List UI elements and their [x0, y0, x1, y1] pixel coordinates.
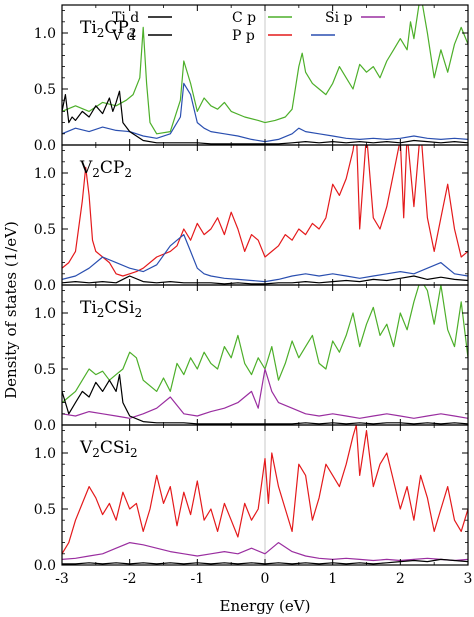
panel-2: 0.0 0.5 1.0 V2CP2 — [34, 144, 469, 294]
legend-entry: P p — [232, 28, 292, 44]
y-tick-label: 0.0 — [34, 138, 56, 154]
y-tick-label: 0.0 — [34, 418, 56, 434]
y-tick-label: 1.0 — [34, 306, 56, 322]
y-tick-label: 0.0 — [34, 278, 56, 294]
y-tick-label: 1.0 — [34, 26, 56, 42]
panel-title: Ti2CP2 — [80, 18, 137, 40]
x-tick-label: 2 — [396, 571, 405, 587]
panel-title: V2CSi2 — [79, 438, 138, 460]
dos-curve-2-2 — [62, 234, 468, 283]
dos-curve-1-1 — [62, 5, 468, 135]
x-tick-label: 0 — [261, 571, 270, 587]
y-tick-label: 1.0 — [34, 446, 56, 462]
legend-entry: Si p — [325, 10, 385, 26]
panel-title: V2CP2 — [79, 158, 132, 180]
panel-4: 0.0 0.5 1.0 V2CSi2 -3 -2 -1 0 1 2 3 — [34, 424, 473, 587]
dos-curve-3-2 — [62, 368, 468, 419]
legend-label: V d — [111, 28, 136, 44]
dos-curve-4-1 — [62, 425, 468, 555]
dos-curve-3-3 — [62, 374, 468, 425]
y-tick-label: 0.5 — [34, 362, 56, 378]
legend-label: P p — [232, 28, 255, 44]
legend-entry: Ti d — [112, 10, 172, 26]
x-axis-label: Energy (eV) — [220, 597, 311, 615]
dos-curve-2-1 — [62, 145, 468, 277]
legend-label: Ti d — [112, 10, 139, 26]
y-tick-label: 0.5 — [34, 502, 56, 518]
legend-entry: V d — [111, 28, 172, 44]
y-axis-label: Density of states (1/eV) — [2, 221, 20, 399]
legend-label: C p — [232, 10, 256, 26]
y-tick-label: 0.5 — [34, 222, 56, 238]
x-tick-label: -2 — [123, 571, 137, 587]
legend: Ti d C p Si p V d P p — [111, 10, 385, 44]
dos-curve-3-1 — [62, 285, 468, 404]
dos-curve-1-2 — [62, 82, 468, 143]
x-tick-label: 3 — [464, 571, 473, 587]
panel-title: Ti2CSi2 — [80, 298, 142, 320]
legend-entry: C p — [232, 10, 292, 26]
x-tick-label: -1 — [191, 571, 205, 587]
x-tick-label: 1 — [328, 571, 337, 587]
panels-group: 0.0 0.5 1.0 Ti2CP2 0.0 0.5 1.0 V2CP2 0.0 0.5 1.0 Ti… — [34, 4, 473, 587]
y-tick-label: 1.0 — [34, 166, 56, 182]
legend-label: Si p — [325, 10, 353, 26]
x-tick-label: -3 — [55, 571, 69, 587]
y-tick-label: 0.0 — [34, 558, 56, 574]
y-tick-label: 0.5 — [34, 82, 56, 98]
panel-3: 0.0 0.5 1.0 Ti2CSi2 — [34, 284, 469, 434]
